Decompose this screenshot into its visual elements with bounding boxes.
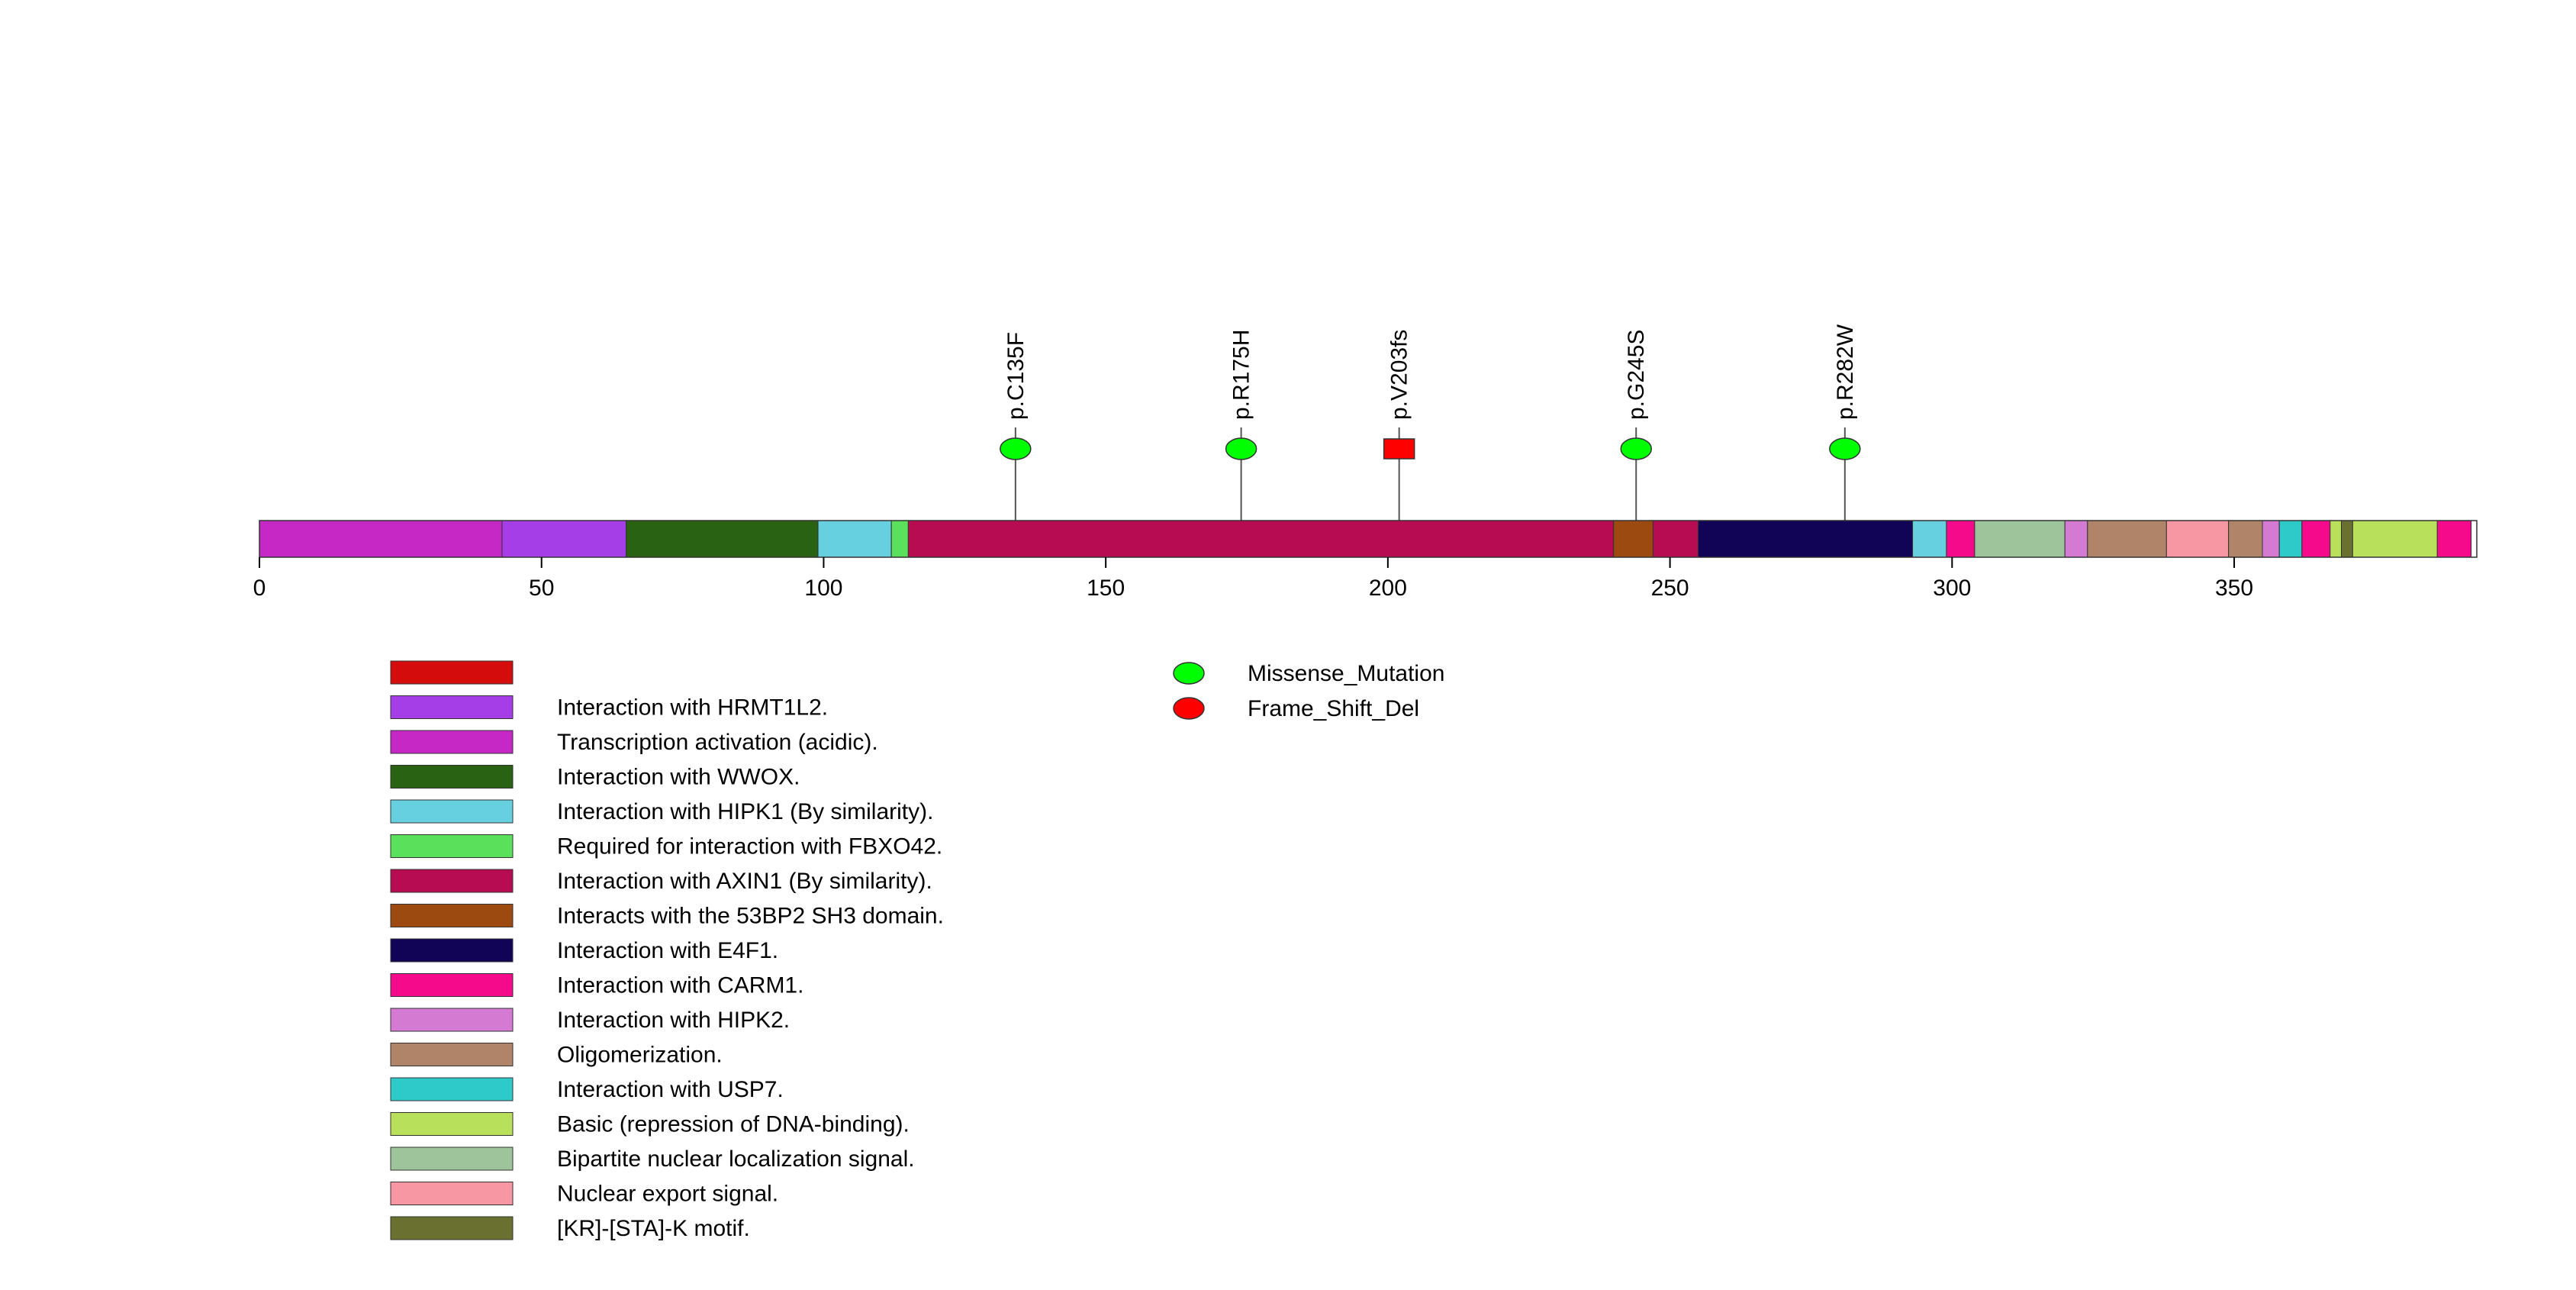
legend-swatch [390,1112,514,1136]
mutation-type-marker [1173,697,1205,720]
legend-label: [KR]-[STA]-K motif. [557,1216,750,1241]
domain-segment [1946,520,1975,558]
mutation-type-marker [1173,662,1205,685]
legend-label: Interaction with USP7. [557,1077,784,1102]
legend-label: Interaction with WWOX. [557,765,800,790]
mutation-type-label: Missense_Mutation [1248,661,1444,686]
x-axis: 0 50 100 150 200 250 300 350 [253,557,2253,601]
mutation-label: p.G245S [1624,330,1649,420]
domain-segment [2301,520,2331,558]
legend-label: Nuclear export signal. [557,1182,778,1207]
legend-swatch [390,1043,514,1066]
missense-marker [1000,437,1032,460]
domain-legend: Interaction with HRMT1L2. Transcription a… [390,660,944,1241]
mutation-type-legend: Missense_Mutation Frame_Shift_Del [1173,661,1444,721]
x-tick-label: 250 [1651,576,1689,601]
legend-label: Interacts with the 53BP2 SH3 domain. [557,904,944,929]
legend-swatch [390,1077,514,1101]
legend-label: Interaction with AXIN1 (By similarity). [557,869,932,894]
legend-label: Interaction with HIPK1 (By similarity). [557,799,933,824]
legend-label: Interaction with HIPK2. [557,1008,790,1033]
missense-marker [1829,437,1861,460]
missense-marker [1620,437,1652,460]
legend-swatch [390,660,514,685]
legend-label: Transcription activation (acidic). [557,730,878,755]
domain-segment [1974,520,2066,558]
domain-segment [259,520,503,558]
domain-segment [2165,520,2230,558]
domain-segment [1912,520,1947,558]
x-tick-label: 0 [253,576,266,601]
legend-label: Oligomerization. [557,1043,723,1068]
mutation-lollipops: p.C135F p.R175H p.V203fs p.G245S p.R282W [1000,324,1861,557]
domain-segment [2262,520,2280,558]
domain-segment [2087,520,2167,558]
legend-label: Interaction with E4F1. [557,938,778,963]
domain-segment [2330,520,2343,558]
domain-segment [817,520,892,558]
protein-domain-bar [259,520,2478,558]
legend-swatch [390,1008,514,1032]
mutation-type-label: Frame_Shift_Del [1248,696,1419,721]
domain-segment [501,520,627,558]
domain-segment [2278,520,2303,558]
legend-swatch [390,938,514,963]
legend-swatch [390,765,514,789]
mutation-label: p.R282W [1833,324,1858,420]
legend-swatch [390,904,514,927]
legend-swatch [390,799,514,824]
legend-swatch [390,834,514,858]
domain-segment [2064,520,2088,558]
legend-label: Interaction with CARM1. [557,973,803,998]
legend-swatch [390,730,514,754]
legend-swatch [390,1216,514,1240]
domain-segment [2228,520,2263,558]
domain-segment [907,520,1615,558]
domain-segment [1652,520,1699,558]
legend-label: Basic (repression of DNA-binding). [557,1112,910,1137]
missense-marker [1225,437,1257,460]
x-tick-label: 300 [1933,576,1971,601]
mutation-label: p.V203fs [1387,330,1412,420]
protein-bar-outline [259,520,2478,558]
x-tick-label: 200 [1369,576,1407,601]
legend-swatch [390,1182,514,1205]
domain-segment [626,520,819,558]
x-tick-label: 350 [2215,576,2253,601]
x-tick-label: 50 [529,576,554,601]
legend-swatch [390,695,514,719]
frameshift-marker [1383,438,1415,460]
legend-swatch [390,1146,514,1171]
mutation-label: p.R175H [1229,330,1254,420]
legend-label: Bipartite nuclear localization signal. [557,1146,915,1172]
legend-swatch [390,869,514,893]
legend-label: Interaction with HRMT1L2. [557,695,828,721]
legend-swatch [390,973,514,997]
x-tick-label: 100 [804,576,842,601]
domain-segment [2341,520,2353,558]
legend-label: Required for interaction with FBXO42. [557,834,942,859]
domain-segment [890,520,909,558]
domain-segment [1613,520,1653,558]
mutation-label: p.C135F [1003,332,1029,420]
domain-segment [1698,520,1914,558]
x-tick-label: 150 [1087,576,1125,601]
domain-segment [2352,520,2438,558]
domain-segment [2436,520,2472,558]
